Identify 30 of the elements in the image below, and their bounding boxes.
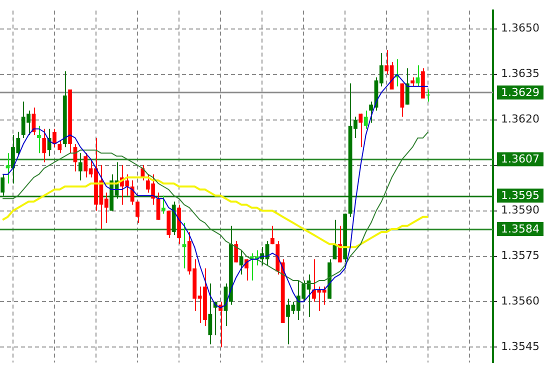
candlestick — [78, 152, 82, 181]
candlestick — [270, 225, 274, 245]
candlestick — [369, 101, 373, 124]
ref-line-label: 1.3595 — [501, 188, 540, 202]
candlestick — [338, 225, 342, 263]
y-tick-label: 1.3650 — [501, 22, 540, 35]
candlestick — [52, 128, 56, 148]
y-tick-label: 1.3635 — [501, 67, 540, 80]
y-tick-label: 1.3590 — [501, 204, 540, 217]
candlestick — [234, 240, 238, 263]
candlestick — [405, 68, 410, 106]
candlestick — [42, 128, 46, 163]
ref-line-label: 1.3584 — [501, 222, 540, 236]
y-tick-label: 1.3560 — [501, 294, 540, 308]
candlestick — [358, 113, 363, 148]
candlestick — [58, 140, 62, 154]
candlestick — [364, 110, 368, 130]
candlestick — [426, 88, 430, 102]
candlestick — [0, 174, 5, 196]
y-tick-label: 1.3575 — [501, 249, 540, 262]
candlestick — [136, 201, 140, 224]
candlestick — [208, 283, 212, 345]
ref-line-label: 1.3607 — [501, 152, 540, 166]
candlestick — [36, 125, 41, 154]
ref-line-label: 1.3629 — [501, 86, 540, 99]
candlestick — [410, 76, 415, 87]
y-tick-label: 1.3620 — [501, 112, 540, 126]
y-tick-label: 1.3545 — [501, 340, 540, 354]
candlestick — [239, 250, 244, 275]
candlestick — [162, 195, 166, 214]
